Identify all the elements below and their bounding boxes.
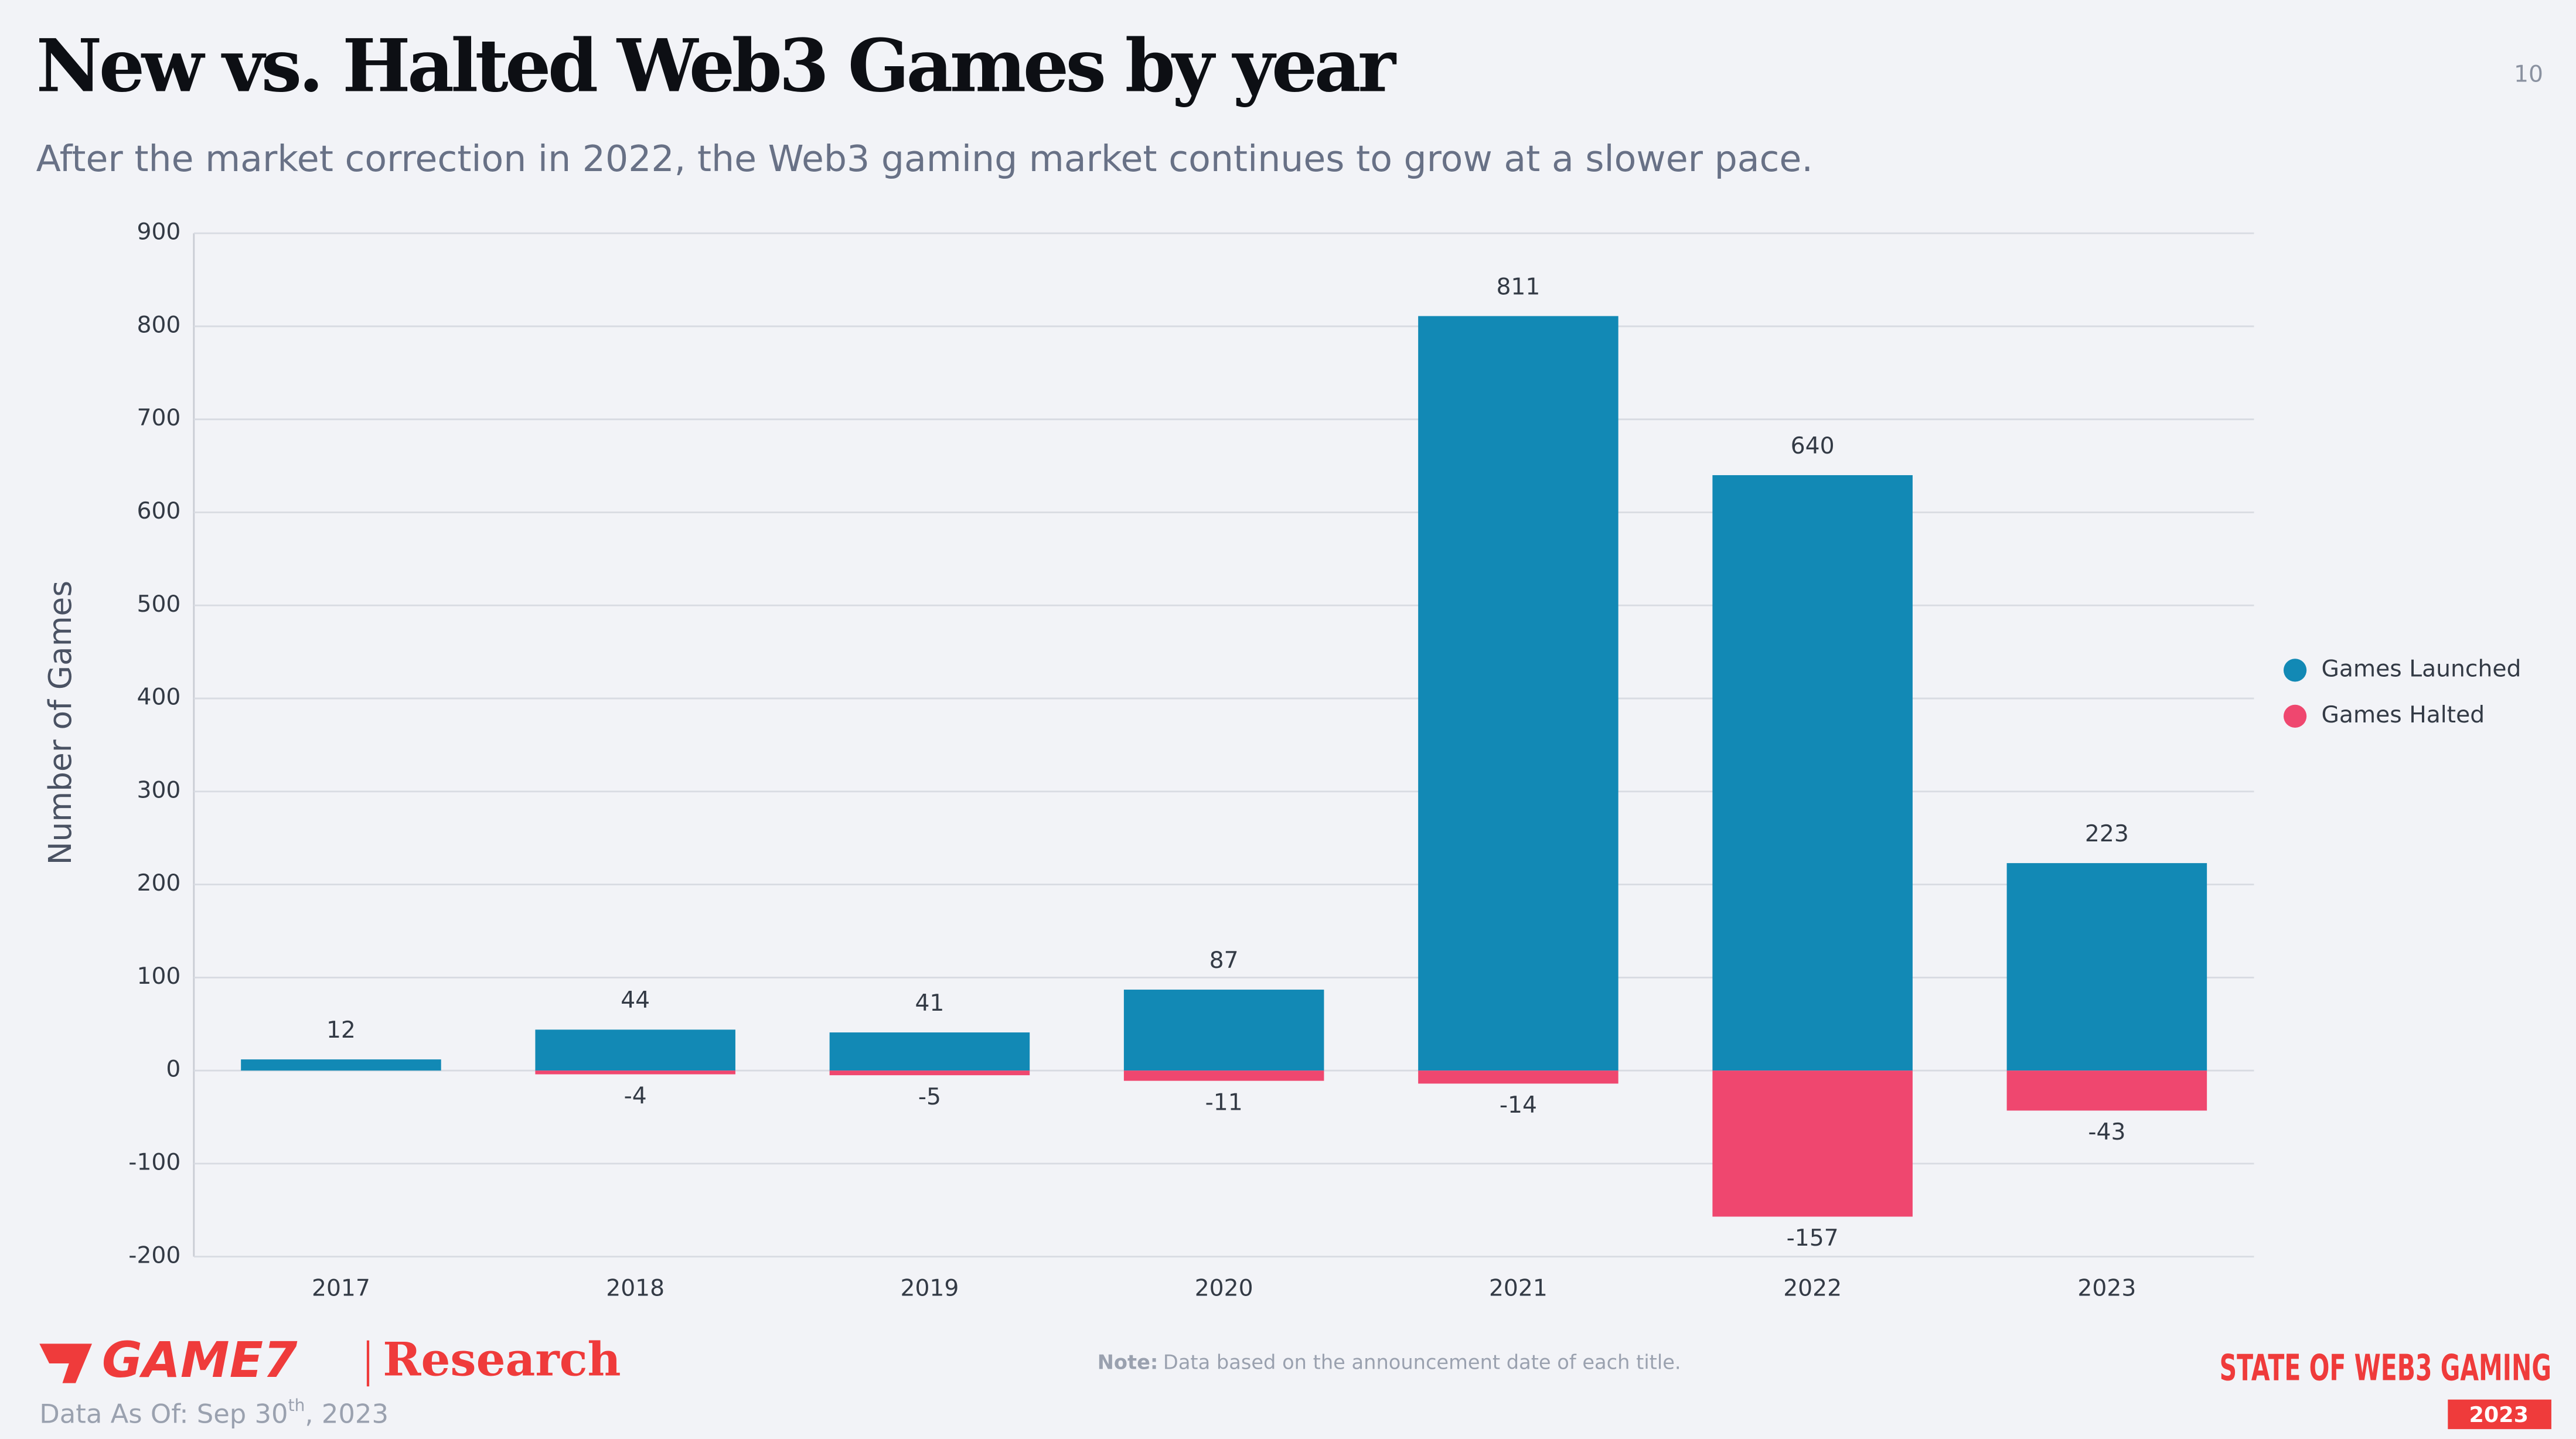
bar (829, 1070, 1030, 1076)
value-label: 44 (621, 987, 650, 1014)
bar (1418, 1070, 1618, 1084)
y-tick-label: 300 (137, 777, 180, 803)
legend-label: Games Launched (2321, 656, 2521, 682)
chart-title: New vs. Halted Web3 Games by year (36, 24, 1397, 109)
value-label: 640 (1791, 433, 1835, 459)
y-tick-label: 900 (137, 219, 180, 245)
bar (1418, 316, 1618, 1071)
value-label: -5 (918, 1084, 941, 1110)
value-label: 41 (915, 990, 944, 1017)
legend-label: Games Halted (2321, 702, 2485, 728)
y-tick-label: 700 (137, 405, 180, 431)
badge: STATE OF WEB3 GAMING (2220, 1346, 2551, 1389)
x-tick-label: 2022 (1783, 1275, 1842, 1301)
note: Data based on the announcement date of e… (1163, 1351, 1681, 1374)
value-label: 87 (1209, 947, 1239, 974)
value-label: 811 (1496, 274, 1540, 300)
y-tick-label: -200 (128, 1242, 180, 1268)
value-label: 12 (326, 1017, 356, 1044)
brand: GAME7 (102, 1331, 298, 1389)
x-tick-label: 2020 (1195, 1275, 1253, 1301)
value-label: -4 (624, 1083, 647, 1109)
x-tick-label: 2018 (606, 1275, 665, 1301)
note-label: Note: (1098, 1351, 1158, 1374)
bar (2006, 1070, 2207, 1111)
value-label: 223 (2085, 821, 2129, 847)
y-tick-label: 400 (137, 684, 180, 711)
y-tick-label: 200 (137, 870, 180, 896)
page-number: 10 (2514, 62, 2543, 88)
brand-icon (39, 1343, 92, 1383)
bar (535, 1029, 735, 1071)
data-as-of-text: Data As Of: Sep 30 (39, 1399, 288, 1430)
badge-year: 2023 (2469, 1402, 2529, 1427)
legend-marker (2283, 704, 2307, 728)
bar (241, 1059, 441, 1071)
y-tick-label: 100 (137, 963, 180, 990)
x-tick-label: 2023 (2077, 1275, 2136, 1301)
bar (1123, 1070, 1324, 1081)
data-as-of-end: , 2023 (305, 1399, 389, 1430)
data-as-of: Data As Of: Sep 30th, 2023 (39, 1396, 389, 1430)
x-tick-label: 2017 (312, 1275, 370, 1301)
y-tick-label: 600 (137, 498, 180, 524)
bar (1123, 990, 1324, 1071)
x-tick-label: 2019 (900, 1275, 959, 1301)
x-tick-label: 2021 (1489, 1275, 1548, 1301)
y-axis-label: Number of Games (42, 581, 79, 865)
data-as-of-sup: th (288, 1396, 305, 1415)
value-label: -43 (2088, 1119, 2125, 1145)
y-tick-label: 0 (166, 1056, 180, 1083)
bar (1712, 1070, 1913, 1217)
y-tick-label: -100 (128, 1149, 180, 1175)
value-label: -14 (1500, 1092, 1537, 1119)
bar (2006, 863, 2207, 1071)
y-tick-label: 500 (137, 591, 180, 618)
legend-marker (2283, 659, 2307, 682)
bar (829, 1032, 1030, 1071)
badge-year-box (2448, 1399, 2551, 1430)
brand-sub: Research (383, 1332, 621, 1387)
value-label: -157 (1787, 1225, 1839, 1252)
bar (535, 1070, 735, 1075)
value-label: -11 (1205, 1089, 1243, 1116)
chart-subtitle: After the market correction in 2022, the… (36, 138, 1813, 180)
y-tick-label: 800 (137, 312, 180, 338)
bar (1712, 475, 1913, 1071)
